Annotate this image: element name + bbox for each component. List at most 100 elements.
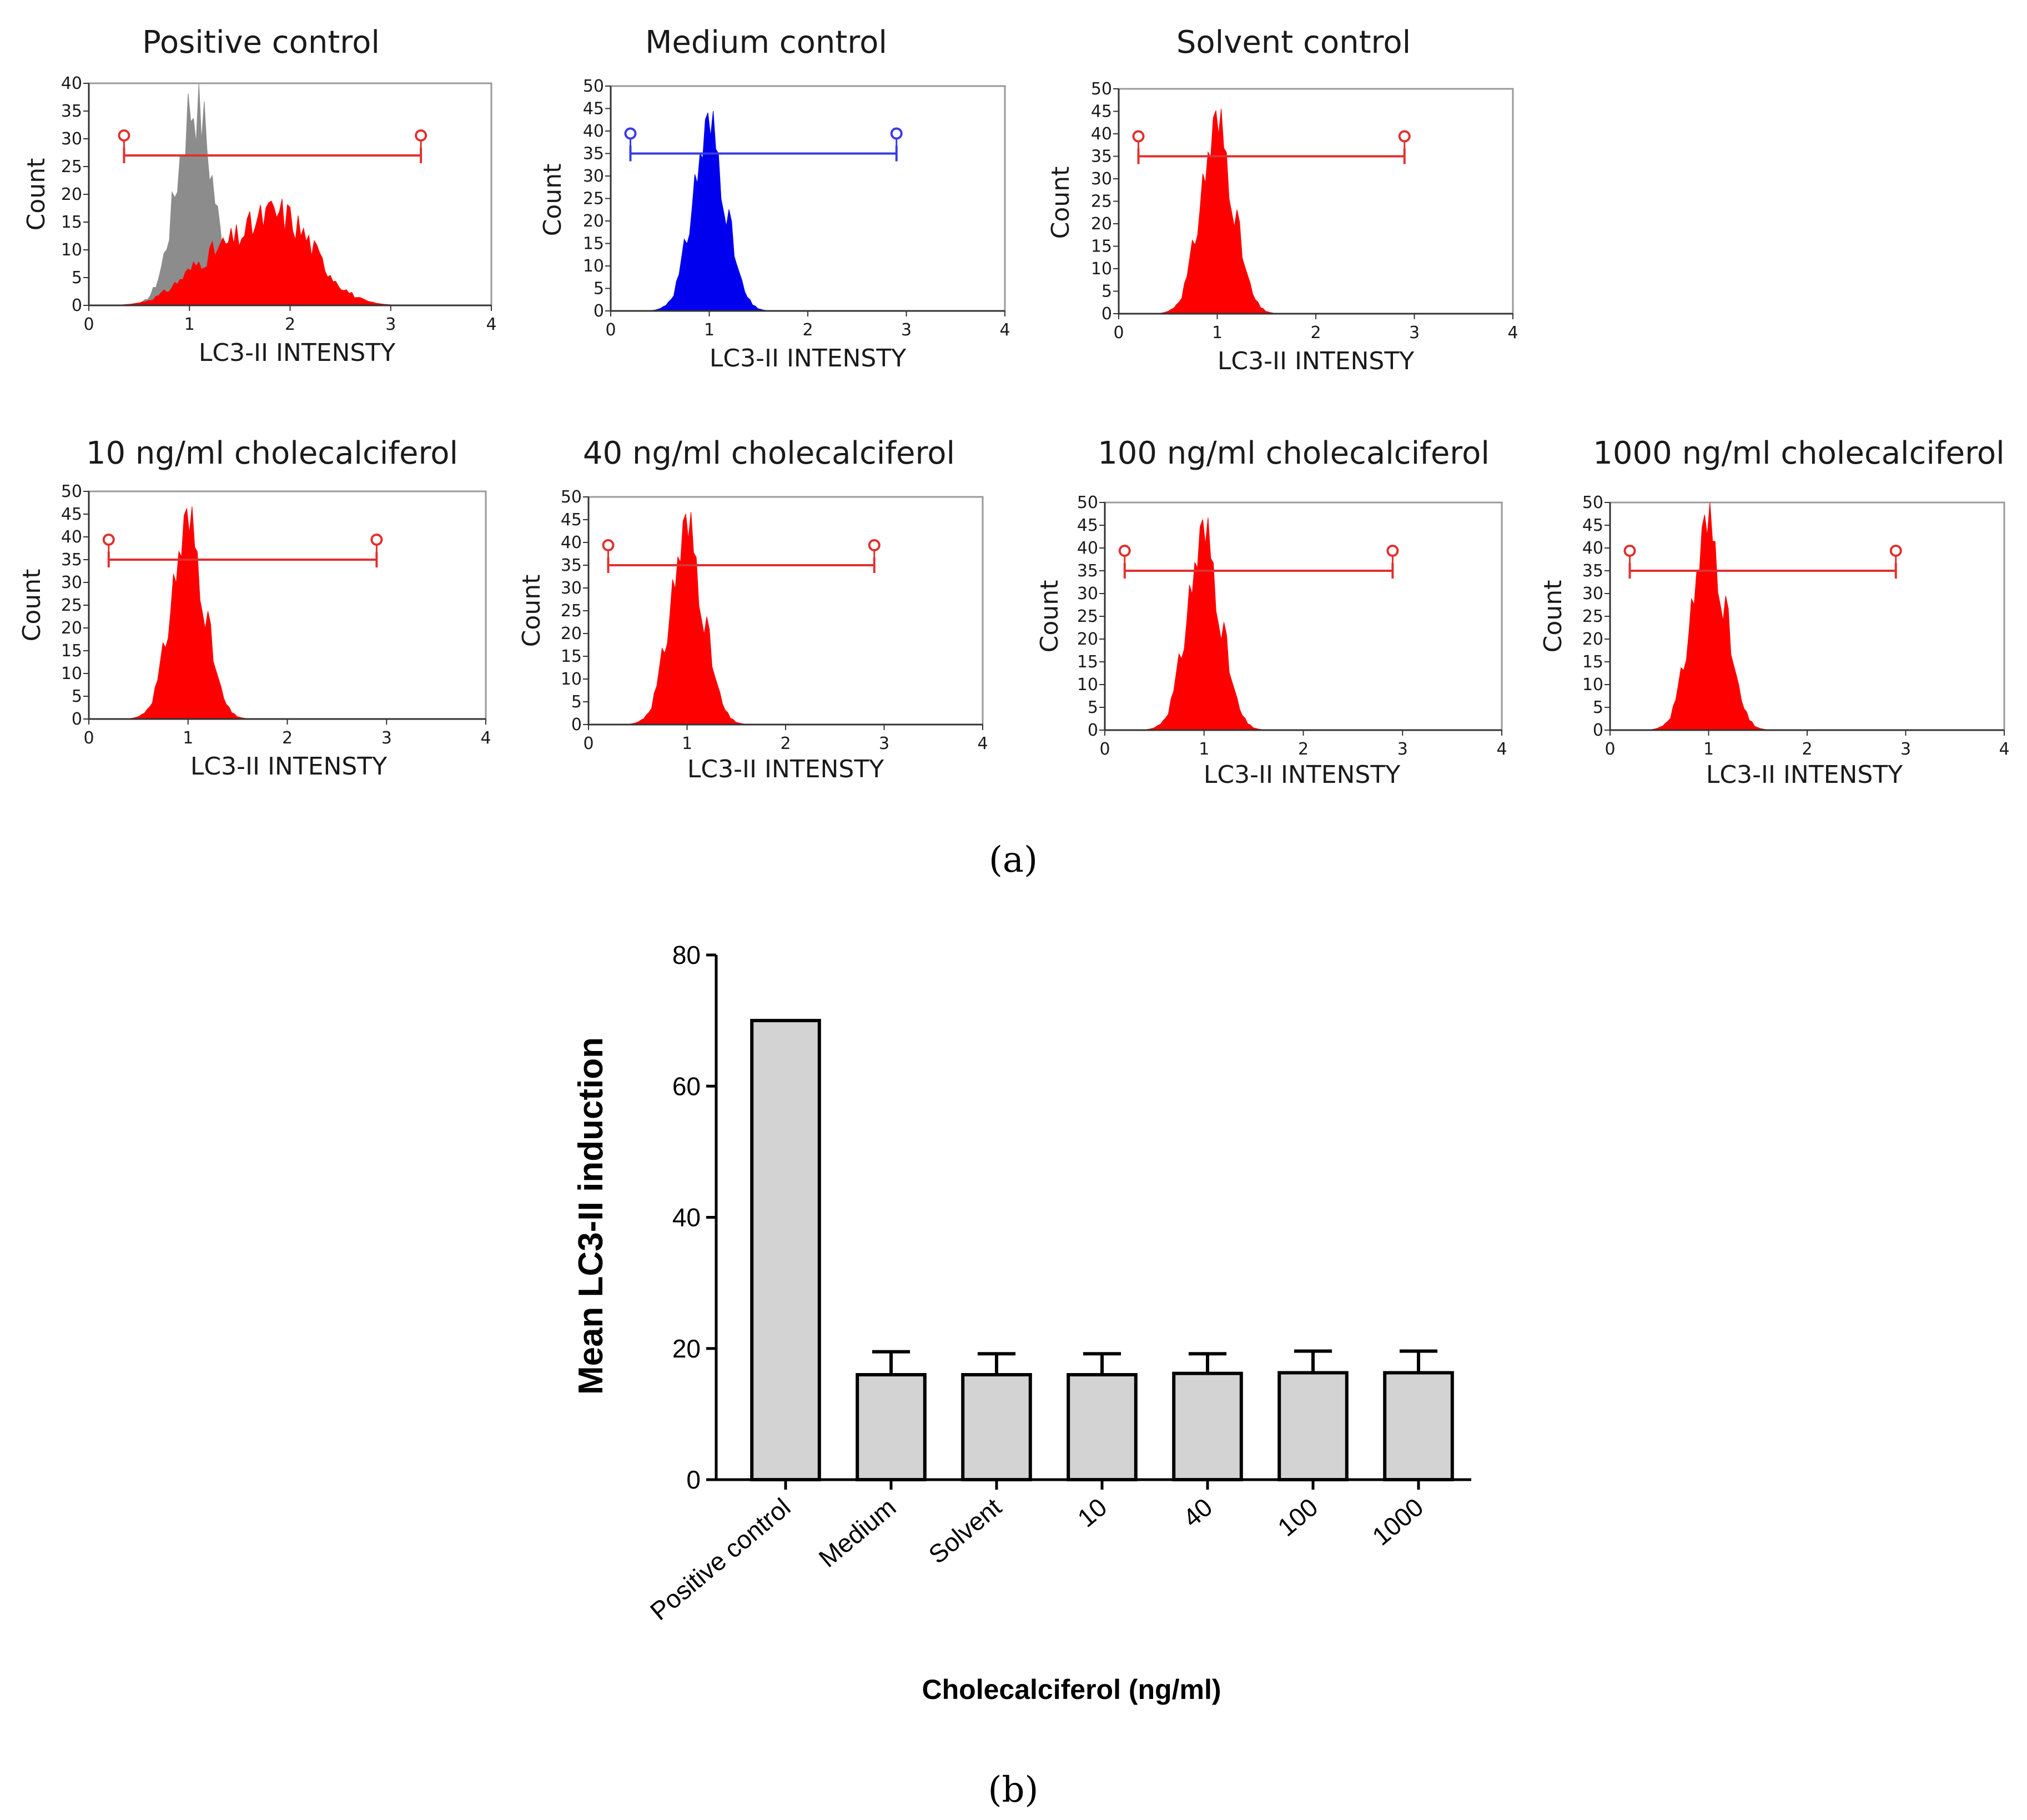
gate-handle: [1623, 545, 1636, 557]
y-tick-label: 45: [1091, 102, 1112, 122]
y-tick-label: 30: [61, 129, 82, 149]
y-tick-label: 5: [1088, 698, 1098, 717]
y-tick-label: 30: [1091, 169, 1112, 189]
bar: [1383, 1371, 1454, 1482]
y-tick-label: 0: [686, 1465, 701, 1494]
y-tick-label: 10: [61, 664, 82, 683]
y-tick-label: 35: [561, 556, 582, 575]
histogram-40-ng-ml: 40 ng/ml cholecalciferol Count LC3-II IN…: [517, 435, 988, 783]
y-tick-label: 25: [1582, 607, 1603, 626]
y-tick-label: 40: [61, 527, 82, 547]
y-tick-label: 0: [571, 715, 582, 735]
y-axis-label: Count: [1539, 580, 1567, 653]
bar-chart-mean-lc3: Mean LC3-II induction Cholecalciferol (n…: [572, 941, 1471, 1705]
y-tick-label: 5: [593, 279, 604, 299]
x-tick-label: 3: [1397, 740, 1408, 759]
gate-handle: [1386, 545, 1399, 557]
x-tick-label: 2: [285, 315, 295, 334]
y-tick-label: 35: [61, 550, 82, 570]
histogram-positive-control: Positive control Count LC3-II INTENSTY 0…: [22, 24, 497, 367]
y-tick-label: 15: [1091, 237, 1112, 257]
y-tick-label: 40: [1582, 539, 1603, 558]
y-tick-label: 25: [1077, 607, 1098, 626]
y-tick-label: 45: [561, 510, 582, 530]
y-tick-label: 5: [571, 692, 582, 712]
x-tick-label: 3: [385, 315, 396, 334]
y-tick-label: 80: [672, 941, 701, 969]
histogram-1000-ng-ml: 1000 ng/ml cholecalciferol Count LC3-II …: [1539, 435, 2010, 789]
gate-handle: [1398, 130, 1411, 143]
gate-handle: [868, 539, 881, 551]
gate-handle: [1118, 545, 1131, 557]
y-tick-label: 0: [593, 301, 604, 321]
gate-handle: [602, 539, 615, 551]
y-tick-label: 30: [583, 167, 604, 186]
y-tick-label: 20: [61, 619, 82, 638]
histogram-medium-control: Medium control Count LC3-II INTENSTY 051…: [539, 24, 1010, 373]
y-tick-label: 40: [672, 1203, 701, 1232]
x-axis-label: Cholecalciferol (ng/ml): [922, 1674, 1221, 1705]
y-axis-label: Count: [22, 158, 51, 231]
y-tick-label: 40: [1091, 124, 1112, 144]
y-tick-label: 20: [1091, 214, 1112, 234]
panel-title: 100 ng/ml cholecalciferol: [1098, 435, 1490, 471]
x-axis-label: LC3-II INTENSTY: [199, 339, 395, 367]
x-axis-label: LC3-II INTENSTY: [190, 752, 387, 781]
x-tick-label: 1: [682, 734, 692, 753]
y-tick-label: 30: [61, 573, 82, 592]
x-tick-label: 1: [184, 315, 195, 334]
gate-handle: [370, 534, 383, 546]
plot-frame: [88, 490, 487, 720]
x-tick-label: 4: [977, 734, 988, 753]
y-tick-label: 0: [72, 710, 82, 729]
panel-title: 1000 ng/ml cholecalciferol: [1593, 435, 2004, 471]
y-tick-label: 10: [561, 670, 582, 689]
panel-title: Positive control: [142, 24, 380, 61]
gate-handle: [890, 127, 903, 140]
caption-b: (b): [988, 1769, 1039, 1811]
bar: [750, 1019, 821, 1481]
bar: [1172, 1371, 1243, 1481]
plot-frame: [610, 85, 1006, 312]
x-tick-label: 0: [83, 728, 94, 748]
y-axis-label: Count: [539, 164, 567, 237]
y-tick-label: 0: [1088, 721, 1098, 740]
x-tick-label: 1: [183, 728, 193, 748]
y-tick-label: 0: [1101, 304, 1112, 324]
x-tick-label: 1: [1212, 323, 1223, 343]
x-tick-label: 1000: [1367, 1492, 1429, 1551]
y-tick-label: 15: [61, 641, 82, 661]
y-tick-label: 45: [1582, 516, 1603, 535]
y-axis-label: Count: [517, 575, 546, 647]
y-tick-label: 40: [1077, 539, 1098, 558]
y-axis-label: Mean LC3-II induction: [572, 1037, 610, 1395]
y-tick-label: 40: [583, 122, 604, 141]
x-axis-label: LC3-II INTENSTY: [1218, 347, 1414, 375]
y-tick-label: 50: [583, 77, 604, 96]
x-tick-label: 2: [780, 734, 791, 753]
panel-title: Solvent control: [1176, 24, 1411, 61]
y-tick-label: 35: [1091, 147, 1112, 167]
y-tick-label: 25: [583, 189, 604, 209]
x-tick-label: 4: [999, 320, 1010, 340]
x-tick-label: 1: [1199, 740, 1209, 759]
y-tick-label: 50: [61, 482, 82, 501]
x-tick-label: 3: [1900, 740, 1911, 759]
x-tick-label: 2: [1802, 740, 1812, 759]
y-tick-label: 25: [561, 601, 582, 621]
y-tick-label: 45: [61, 505, 82, 524]
y-tick-label: 5: [72, 687, 82, 706]
x-tick-label: 2: [802, 320, 813, 340]
y-tick-label: 15: [583, 234, 604, 254]
x-tick-label: 4: [1496, 740, 1507, 759]
x-tick-label: 4: [480, 728, 491, 748]
y-tick-label: 50: [1091, 79, 1112, 99]
x-tick-label: 40: [1178, 1492, 1218, 1533]
x-tick-label: Positive control: [645, 1492, 796, 1626]
plot-frame: [587, 496, 984, 726]
y-tick-label: 20: [1582, 630, 1603, 649]
gate-handle: [415, 129, 427, 142]
y-tick-label: 15: [1582, 652, 1603, 672]
x-tick-label: 3: [381, 728, 392, 748]
x-tick-label: 0: [1113, 323, 1124, 343]
